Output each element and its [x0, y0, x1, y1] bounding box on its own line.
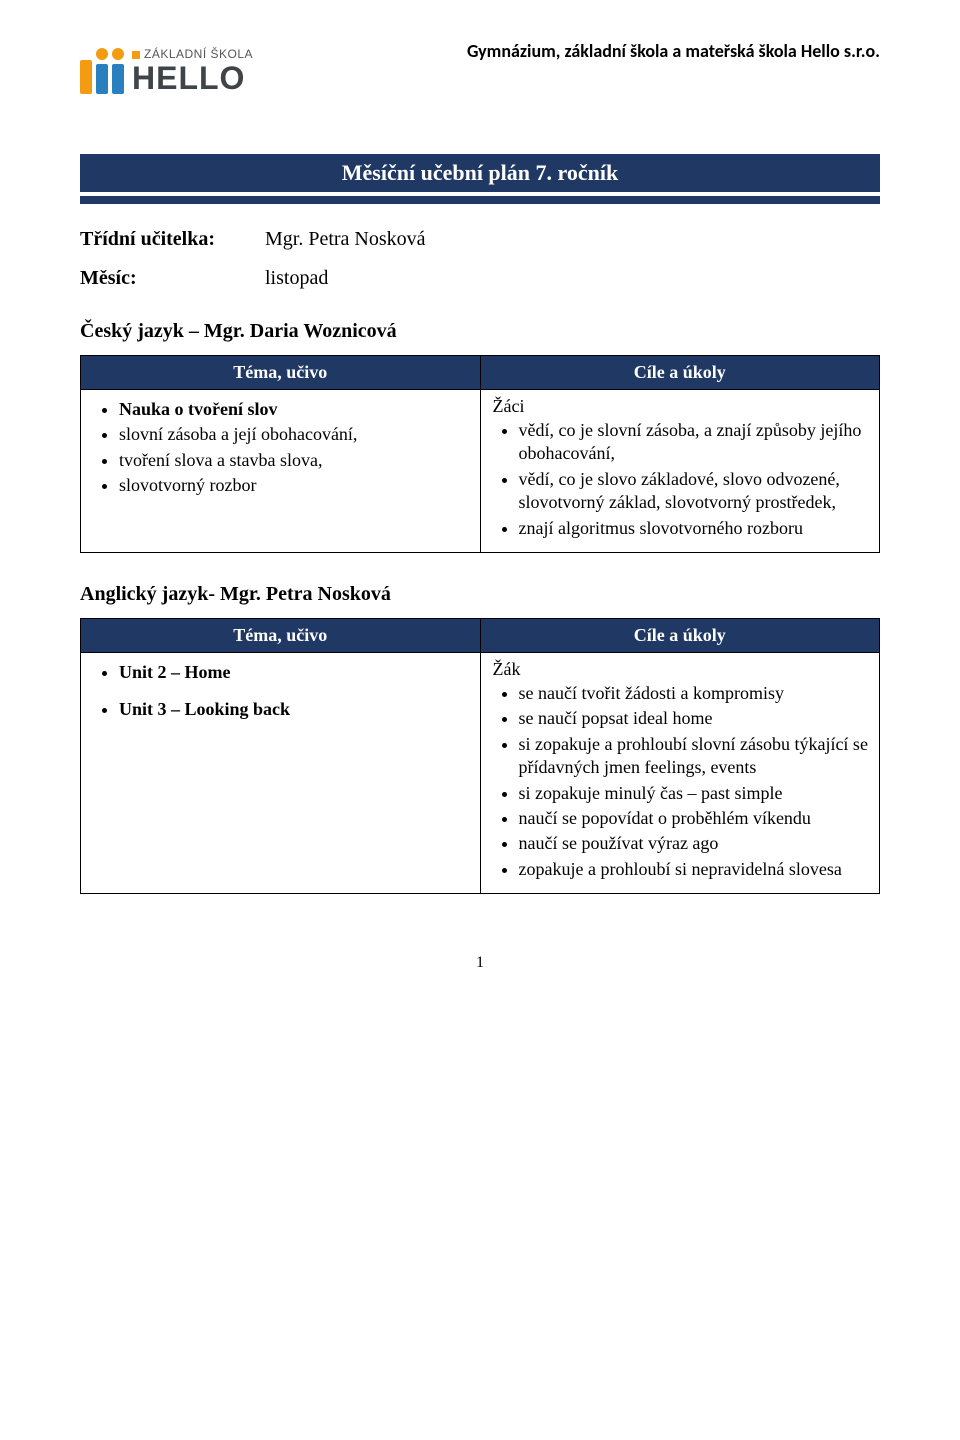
goals-list: vědí, co je slovní zásoba, a znají způso… [491, 419, 870, 540]
list-item: znají algoritmus slovotvorného rozboru [519, 517, 870, 540]
meta-block: Třídní učitelka: Mgr. Petra Nosková Měsí… [80, 228, 880, 290]
list-item: Nauka o tvoření slov [119, 398, 470, 421]
list-item: se naučí popsat ideal home [519, 707, 870, 730]
logo-stem [112, 64, 124, 94]
topic-list: slovní zásoba a její obohacování, tvořen… [91, 423, 470, 497]
goals-intro: Žák [493, 659, 870, 680]
list-item: vědí, co je slovo základové, slovo odvoz… [519, 468, 870, 515]
table-header-row: Téma, učivo Cíle a úkoly [81, 356, 880, 390]
meta-value-teacher: Mgr. Petra Nosková [265, 228, 426, 250]
plan-table-czech: Téma, učivo Cíle a úkoly Nauka o tvoření… [80, 355, 880, 553]
page-number: 1 [80, 954, 880, 992]
list-item: slovní zásoba a její obohacování, [119, 423, 470, 446]
list-item: tvoření slova a stavba slova, [119, 449, 470, 472]
section-heading: Anglický jazyk- Mgr. Petra Nosková [80, 583, 880, 606]
section-heading: Český jazyk – Mgr. Daria Woznicová [80, 320, 880, 343]
logo-bar [80, 60, 92, 94]
plan-table-english: Téma, učivo Cíle a úkoly Unit 2 – Home U… [80, 618, 880, 894]
th-topic: Téma, učivo [81, 356, 481, 390]
table-row: Unit 2 – Home Unit 3 – Looking back Žák … [81, 652, 880, 893]
logo-top-label: ZÁKLADNÍ ŠKOLA [132, 48, 253, 60]
th-goals: Cíle a úkoly [480, 356, 880, 390]
list-item: Unit 2 – Home [119, 661, 470, 684]
logo-main-text: HELLO [132, 62, 253, 94]
goals-list: se naučí tvořit žádosti a kompromisy se … [491, 682, 870, 881]
th-goals: Cíle a úkoly [480, 618, 880, 652]
unit-title: Unit 2 – Home [119, 662, 231, 682]
unit-title: Unit 3 – Looking back [119, 699, 290, 719]
list-item: Unit 3 – Looking back [119, 698, 470, 721]
topic-list: Nauka o tvoření slov [91, 398, 470, 421]
logo-dot-icon [96, 48, 108, 60]
topic-heading: Nauka o tvoření slov [119, 399, 278, 419]
organization-name: Gymnázium, základní škola a mateřská ško… [273, 40, 880, 62]
meta-row-teacher: Třídní učitelka: Mgr. Petra Nosková [80, 228, 880, 251]
list-item: slovotvorný rozbor [119, 474, 470, 497]
meta-label-teacher: Třídní učitelka: [80, 228, 260, 251]
title-spacer-bar [80, 196, 880, 204]
goals-intro: Žáci [493, 396, 870, 417]
page: ZÁKLADNÍ ŠKOLA HELLO Gymnázium, základní… [0, 0, 960, 992]
logo-text: ZÁKLADNÍ ŠKOLA HELLO [132, 48, 253, 94]
list-item: vědí, co je slovní zásoba, a znají způso… [519, 419, 870, 466]
table-header-row: Téma, učivo Cíle a úkoly [81, 618, 880, 652]
document-title-bar: Měsíční učební plán 7. ročník [80, 154, 880, 192]
list-item: naučí se popovídat o proběhlém víkendu [519, 807, 870, 830]
logo-top-label-text: ZÁKLADNÍ ŠKOLA [144, 47, 253, 61]
logo-stem [96, 64, 108, 94]
school-logo: ZÁKLADNÍ ŠKOLA HELLO [80, 48, 253, 94]
topic-list: Unit 2 – Home Unit 3 – Looking back [91, 661, 470, 722]
header-row: ZÁKLADNÍ ŠKOLA HELLO Gymnázium, základní… [80, 40, 880, 94]
logo-bars-icon [80, 48, 124, 94]
meta-label-month: Měsíc: [80, 267, 260, 290]
cell-goals: Žák se naučí tvořit žádosti a kompromisy… [480, 652, 880, 893]
logo-bar-i [96, 48, 108, 94]
list-item: naučí se používat výraz ago [519, 832, 870, 855]
logo-dot-icon [112, 48, 124, 60]
meta-row-month: Měsíc: listopad [80, 267, 880, 290]
meta-value-month: listopad [265, 267, 328, 289]
list-item: se naučí tvořit žádosti a kompromisy [519, 682, 870, 705]
list-item: zopakuje a prohloubí si nepravidelná slo… [519, 858, 870, 881]
logo-bar-i [112, 48, 124, 94]
list-item: si zopakuje minulý čas – past simple [519, 782, 870, 805]
cell-topic: Nauka o tvoření slov slovní zásoba a jej… [81, 390, 481, 553]
logo-square-icon [132, 51, 140, 59]
cell-topic: Unit 2 – Home Unit 3 – Looking back [81, 652, 481, 893]
table-row: Nauka o tvoření slov slovní zásoba a jej… [81, 390, 880, 553]
cell-goals: Žáci vědí, co je slovní zásoba, a znají … [480, 390, 880, 553]
th-topic: Téma, učivo [81, 618, 481, 652]
list-item: si zopakuje a prohloubí slovní zásobu tý… [519, 733, 870, 780]
